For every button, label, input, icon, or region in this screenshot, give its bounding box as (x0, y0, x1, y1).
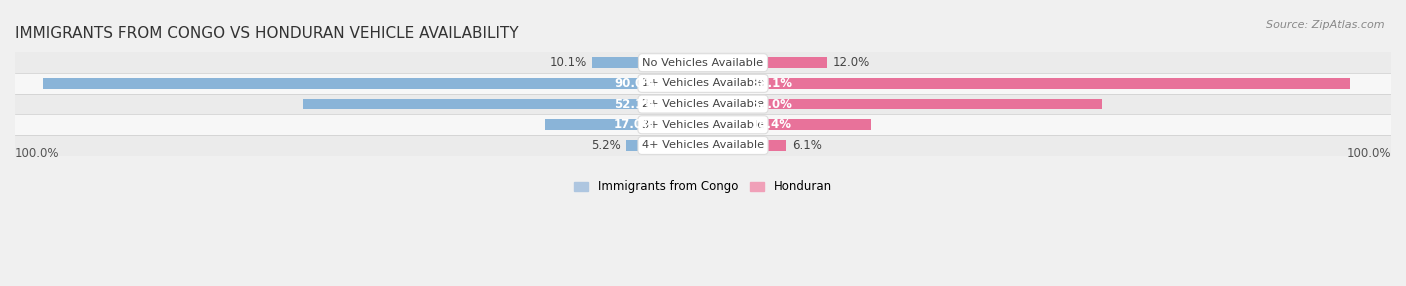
Text: IMMIGRANTS FROM CONGO VS HONDURAN VEHICLE AVAILABILITY: IMMIGRANTS FROM CONGO VS HONDURAN VEHICL… (15, 26, 519, 41)
Text: 100.0%: 100.0% (15, 147, 59, 160)
Bar (15, 114, 1391, 135)
Text: 12.0%: 12.0% (832, 56, 869, 69)
Bar (15, 73, 1391, 94)
Bar (15, 52, 1391, 73)
Text: 3+ Vehicles Available: 3+ Vehicles Available (643, 120, 763, 130)
Legend: Immigrants from Congo, Honduran: Immigrants from Congo, Honduran (574, 180, 832, 193)
Text: No Vehicles Available: No Vehicles Available (643, 58, 763, 68)
Text: 4+ Vehicles Available: 4+ Vehicles Available (643, 140, 763, 150)
Text: 52.1%: 52.1% (614, 98, 655, 111)
Text: 6.1%: 6.1% (792, 139, 821, 152)
Text: Source: ZipAtlas.com: Source: ZipAtlas.com (1267, 20, 1385, 30)
Bar (744, 78, 1350, 89)
Bar (42, 78, 662, 89)
Text: 90.0%: 90.0% (614, 77, 655, 90)
Bar (744, 99, 1102, 110)
Bar (544, 119, 662, 130)
Text: 17.0%: 17.0% (614, 118, 655, 131)
Bar (304, 99, 662, 110)
Text: 18.4%: 18.4% (751, 118, 792, 131)
Bar (744, 57, 827, 68)
Text: 88.1%: 88.1% (751, 77, 792, 90)
Text: 1+ Vehicles Available: 1+ Vehicles Available (643, 78, 763, 88)
Bar (744, 119, 870, 130)
Bar (626, 140, 662, 151)
Bar (15, 135, 1391, 156)
Bar (592, 57, 662, 68)
Text: 2+ Vehicles Available: 2+ Vehicles Available (643, 99, 763, 109)
Text: 52.0%: 52.0% (751, 98, 792, 111)
Bar (15, 94, 1391, 114)
Text: 10.1%: 10.1% (550, 56, 586, 69)
Text: 100.0%: 100.0% (1347, 147, 1391, 160)
Text: 5.2%: 5.2% (591, 139, 620, 152)
Bar (744, 140, 786, 151)
